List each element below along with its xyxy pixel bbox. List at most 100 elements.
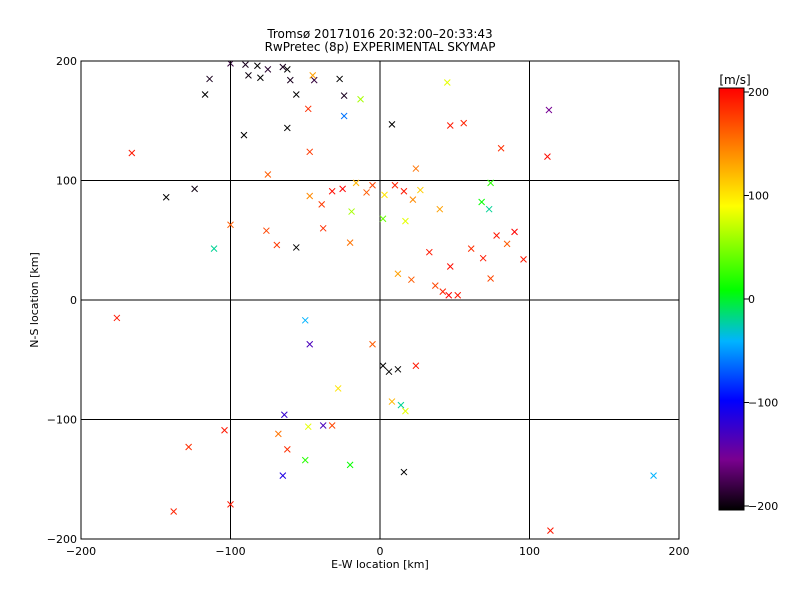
data-point-cross (479, 254, 487, 262)
data-point-cross (279, 63, 287, 71)
data-point-cross (650, 472, 657, 480)
data-point-cross (264, 66, 272, 73)
data-point-cross (264, 171, 272, 178)
colorbar-tick-label: −100 (748, 397, 778, 410)
data-point-cross (227, 221, 234, 229)
data-point-cross (417, 186, 424, 194)
data-points (113, 61, 657, 534)
data-point-cross (162, 193, 170, 201)
data-point-cross (128, 149, 136, 157)
data-point-cross (306, 340, 314, 348)
data-point-cross (363, 189, 370, 196)
data-point-cross (379, 362, 387, 370)
data-point-cross (263, 227, 270, 235)
data-point-cross (397, 401, 405, 409)
data-point-cross (334, 385, 342, 392)
data-point-cross (306, 148, 314, 156)
data-point-cross (544, 153, 551, 160)
data-point-cross (242, 61, 249, 68)
x-axis-ticks: −200 −100 0 100 200 (66, 61, 690, 558)
data-point-cross (369, 181, 376, 189)
data-point-cross (283, 446, 291, 453)
data-point-cross (454, 291, 462, 299)
data-point-cross (301, 456, 309, 464)
data-point-cross (520, 256, 527, 263)
x-axis-label: E-W location [km] (331, 558, 429, 571)
data-point-cross (309, 71, 317, 79)
data-point-cross (493, 232, 500, 239)
colorbar-tick-label: 200 (748, 86, 769, 99)
data-point-cross (185, 443, 192, 451)
data-point-cross (206, 75, 213, 83)
data-point-cross (385, 368, 393, 376)
data-point-cross (511, 228, 518, 236)
chart-title: Tromsø 20171016 20:32:00–20:33:43 (266, 27, 492, 41)
data-point-cross (497, 144, 505, 152)
data-point-cross (394, 365, 402, 373)
data-point-cross (412, 165, 420, 172)
data-point-cross (381, 191, 388, 199)
data-point-cross (245, 71, 252, 79)
data-point-cross (292, 244, 300, 251)
data-point-cross (348, 208, 355, 215)
y-tick-label: 0 (70, 294, 77, 307)
data-point-cross (240, 131, 248, 139)
data-point-cross (388, 398, 396, 405)
data-point-cross (283, 66, 291, 73)
data-point-cross (352, 179, 360, 187)
data-point-cross (369, 340, 376, 348)
data-point-cross (257, 74, 264, 82)
data-point-cross (279, 472, 287, 480)
data-point-cross (304, 423, 312, 431)
data-point-cross (227, 500, 234, 508)
data-point-cross (467, 245, 475, 252)
colorbar-tick-label: 0 (748, 293, 755, 306)
data-point-cross (379, 215, 387, 223)
data-point-cross (319, 224, 327, 232)
data-point-cross (425, 248, 433, 256)
data-point-cross (400, 468, 408, 476)
data-point-cross (346, 239, 354, 246)
data-point-cross (319, 422, 327, 429)
data-point-cross (340, 92, 348, 100)
data-point-cross (318, 201, 326, 208)
data-point-cross (431, 282, 439, 290)
colorbar-tick-label: 100 (748, 190, 769, 203)
y-tick-label: −200 (47, 533, 77, 546)
y-axis-ticks: −200 −100 0 100 200 (47, 55, 679, 546)
data-point-cross (487, 275, 494, 282)
data-point-cross (388, 120, 396, 128)
colorbar-ticks: 200 100 0 −100 −200 (744, 86, 778, 513)
data-point-cross (301, 316, 309, 324)
data-point-cross (478, 198, 486, 206)
data-point-cross (304, 105, 312, 113)
data-point-cross (339, 185, 346, 193)
data-point-cross (336, 75, 343, 83)
data-point-cross (306, 192, 314, 200)
x-tick-label: 0 (377, 545, 384, 558)
data-point-cross (402, 407, 409, 415)
x-tick-label: 200 (669, 545, 690, 558)
x-tick-label: −100 (215, 545, 245, 558)
data-point-cross (210, 245, 218, 252)
colorbar: [m/s] 200 100 0 −100 −200 (718, 73, 778, 513)
colorbar-tick-label: −200 (748, 500, 778, 513)
data-point-cross (201, 91, 209, 98)
y-tick-label: −100 (47, 414, 77, 427)
data-point-cross (545, 106, 553, 114)
data-point-cross (191, 185, 198, 193)
data-point-cross (328, 187, 336, 195)
data-point-cross (170, 508, 178, 515)
data-point-cross (254, 62, 261, 70)
grid-lines (81, 61, 679, 539)
data-point-cross (445, 291, 453, 299)
data-point-cross (409, 196, 417, 203)
data-point-cross (283, 124, 291, 132)
colorbar-gradient (718, 87, 745, 511)
data-point-cross (436, 205, 444, 213)
data-point-cross (446, 263, 454, 270)
y-tick-label: 200 (56, 55, 77, 68)
chart-subtitle: RwPretec (8p) EXPERIMENTAL SKYMAP (265, 40, 496, 54)
data-point-cross (340, 112, 348, 120)
